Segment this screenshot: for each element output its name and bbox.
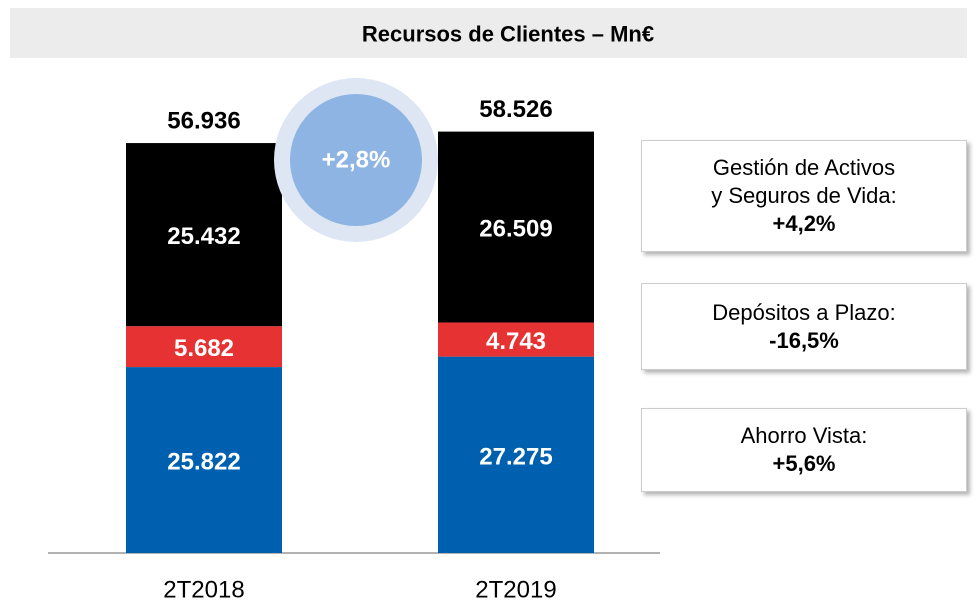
total-label: 58.526 xyxy=(479,96,552,123)
segment-label: 4.743 xyxy=(486,328,546,355)
growth-bubble xyxy=(290,94,422,226)
bar-segment xyxy=(438,356,594,553)
legend-change: -16,5% xyxy=(769,327,839,353)
legend-label: Ahorro Vista: xyxy=(740,423,868,448)
segment-label: 27.275 xyxy=(479,443,552,470)
chart-title: Recursos de Clientes – Mn€ xyxy=(362,22,654,47)
bar-segment xyxy=(126,326,282,368)
legend-change: +5,6% xyxy=(772,451,836,476)
segment-label: 5.682 xyxy=(174,335,234,362)
growth-label: +2,8% xyxy=(322,147,391,174)
bar-segment xyxy=(126,367,282,553)
legend-box: Depósitos a Plazo: -16,5% xyxy=(641,283,967,370)
bar-segment xyxy=(126,143,282,327)
segment-label: 25.822 xyxy=(167,449,240,476)
segment-label: 25.432 xyxy=(167,223,240,250)
bar-segment xyxy=(438,131,594,323)
legend-box: Gestión de Activos y Seguros de Vida: +4,… xyxy=(641,140,967,252)
legend-label: Depósitos a Plazo: xyxy=(712,299,896,325)
x-tick-label: 2T2018 xyxy=(163,577,244,604)
legend-change: +4,2% xyxy=(772,211,836,236)
legend-box: Ahorro Vista: +5,6% xyxy=(641,408,967,492)
x-tick-label: 2T2019 xyxy=(475,577,556,604)
bar-segment xyxy=(438,322,594,357)
total-label: 56.936 xyxy=(167,108,240,135)
title-band xyxy=(10,8,967,58)
segment-label: 26.509 xyxy=(479,216,552,243)
legend-label: Gestión de Activos y Seguros de Vida: xyxy=(711,155,897,208)
